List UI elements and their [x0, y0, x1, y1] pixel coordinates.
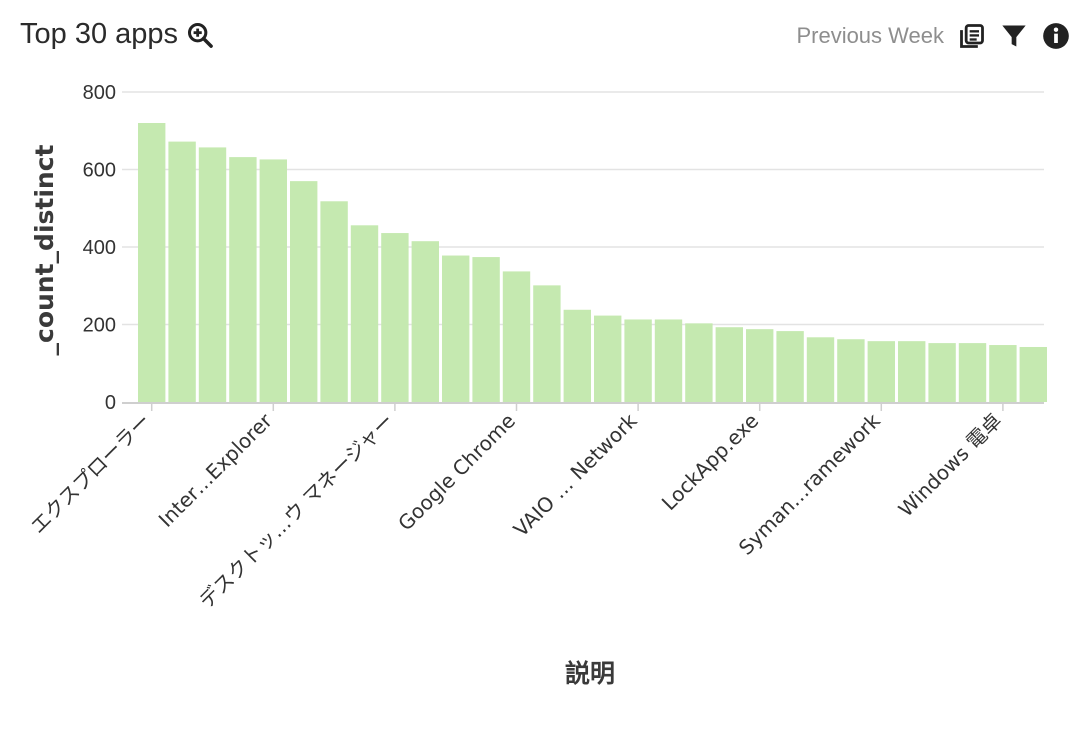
info-icon[interactable] [1042, 22, 1070, 50]
x-tick-label: Inter…Explorer [154, 408, 278, 532]
y-tick-label: 800 [83, 82, 116, 104]
y-tick-label: 200 [83, 315, 116, 337]
period-label[interactable]: Previous Week [796, 23, 944, 48]
y-tick-label: 0 [105, 392, 116, 414]
bar[interactable] [138, 123, 166, 402]
y-tick-label: 600 [83, 160, 116, 182]
bar[interactable] [320, 201, 348, 402]
bar[interactable] [442, 255, 470, 402]
bar[interactable] [381, 233, 409, 402]
bar[interactable] [624, 319, 652, 402]
bar[interactable] [837, 339, 865, 402]
chart-title-text: Top 30 apps [20, 18, 179, 50]
bar[interactable] [928, 343, 956, 402]
x-tick-label: LockApp.exe [657, 409, 763, 515]
bar[interactable] [867, 341, 895, 402]
chart-header: Top 30 apps Previous Week [0, 0, 1084, 76]
bar[interactable] [898, 341, 926, 402]
bar[interactable] [806, 337, 835, 402]
bar[interactable] [654, 319, 683, 402]
x-tick-label: エクスプローラー [26, 409, 156, 539]
bar[interactable] [168, 141, 196, 402]
bar[interactable] [685, 323, 713, 402]
bar[interactable] [411, 241, 439, 402]
bar[interactable] [229, 157, 257, 402]
zoom-in-icon[interactable] [186, 21, 214, 49]
bar[interactable] [958, 343, 987, 402]
x-tick-label: Google Chrome [393, 409, 520, 536]
x-tick-label: Windows 電卓 [894, 409, 1007, 522]
filter-icon[interactable] [1000, 22, 1028, 50]
bar[interactable] [776, 331, 804, 402]
chart-toolbar: Previous Week [796, 22, 1070, 50]
chart-title: Top 30 apps [20, 18, 214, 51]
bar[interactable] [472, 257, 500, 402]
bar[interactable] [563, 309, 591, 402]
bar[interactable] [259, 159, 287, 402]
bar[interactable] [594, 315, 622, 402]
copy-icon[interactable] [958, 22, 986, 50]
x-tick-label: デスクトッ…ウ マネージャー [194, 409, 398, 613]
y-tick-label: 400 [83, 237, 116, 259]
bar[interactable] [290, 181, 318, 403]
bar[interactable] [533, 285, 561, 402]
bars [138, 123, 1047, 403]
bar[interactable] [502, 271, 531, 402]
bar[interactable] [989, 345, 1017, 402]
bar[interactable] [350, 225, 379, 402]
bar[interactable] [198, 147, 227, 402]
x-axis-title: 説明 [565, 659, 615, 688]
y-axis-title: _count_distinct [30, 144, 59, 355]
bar[interactable] [746, 329, 774, 402]
bar[interactable] [715, 327, 743, 402]
bar[interactable] [1019, 346, 1047, 402]
x-tick-label: VAIO … Network [509, 408, 642, 541]
